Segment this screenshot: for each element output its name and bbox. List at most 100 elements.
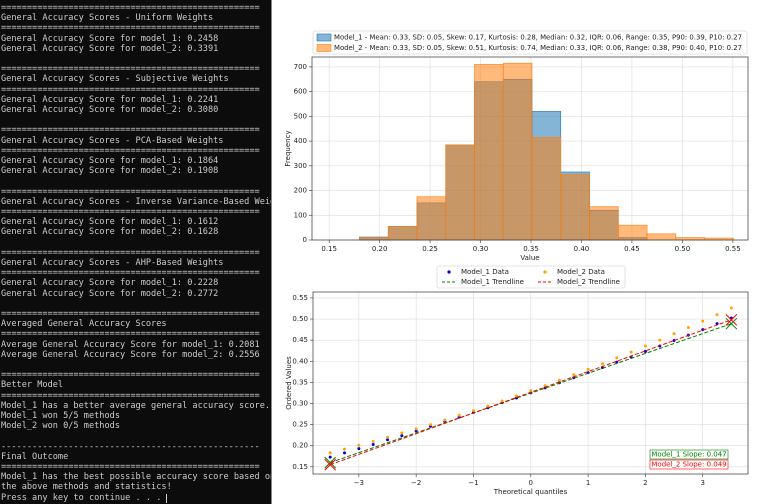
y-axis-label: Ordered Values (285, 356, 293, 410)
terminal-line: ========================================… (1, 329, 260, 340)
y-tick-label: 0.20 (292, 442, 308, 450)
terminal-line: General Accuracy Score for model_1: 0.22… (1, 278, 219, 289)
x-tick-label: 0 (529, 479, 533, 487)
x-axis-label: Value (520, 254, 539, 262)
data-point (357, 447, 361, 451)
legend-label: Model_2 Data (557, 268, 605, 276)
data-point (328, 451, 332, 455)
x-axis-label: Theoretical quantiles (493, 488, 568, 496)
y-tick-label: 0.25 (292, 421, 308, 429)
data-point (386, 438, 390, 442)
cursor (166, 493, 168, 503)
terminal-line: General Accuracy Score for model_2: 0.19… (1, 166, 219, 177)
terminal-line: ========================================… (1, 23, 260, 34)
data-point (414, 429, 418, 433)
data-point (371, 439, 375, 443)
terminal-line: General Accuracy Scores - PCA-Based Weig… (1, 135, 224, 146)
terminal-line: General Accuracy Score for model_1: 0.24… (1, 33, 219, 44)
annotation-box (649, 459, 729, 470)
histogram-bar (387, 226, 418, 241)
terminal-line: ========================================… (1, 390, 260, 401)
histogram-bar (502, 62, 533, 241)
histogram-bar (675, 237, 705, 241)
data-point (357, 443, 361, 447)
legend-swatch (543, 270, 547, 274)
y-tick-label: 0.55 (292, 294, 308, 302)
y-tick-label: 0.40 (292, 357, 308, 365)
marker-stroke (725, 314, 738, 326)
data-point (643, 350, 647, 354)
x-tick-label: 0.20 (372, 245, 388, 253)
terminal-line: Better Model (1, 380, 64, 391)
data-point (701, 319, 705, 323)
legend-label: Model_1 - Mean: 0.33, SD: 0.05, Skew: 0.… (334, 34, 742, 42)
marker-stroke (324, 456, 337, 469)
legend-box (436, 265, 626, 289)
y-tick-label: 0.50 (292, 315, 308, 323)
terminal-line: General Accuracy Scores - Inverse Varian… (1, 196, 272, 207)
terminal-line: ========================================… (1, 462, 260, 472)
terminal-line: Press any key to continue . . . (1, 492, 162, 503)
terminal-line: ========================================… (1, 145, 260, 156)
data-point (400, 434, 404, 438)
terminal-line: ========================================… (1, 207, 260, 217)
x-tick-label: 1 (586, 479, 590, 487)
plot-frame (311, 56, 749, 241)
legend-box (312, 30, 748, 55)
annotation: Model_1 Slope: 0.047 (651, 451, 726, 459)
terminal: ========================================… (0, 0, 272, 504)
data-point (486, 404, 490, 408)
data-point (343, 451, 347, 455)
terminal-line: General Accuracy Score for model_2: 0.33… (1, 43, 219, 54)
data-point (428, 423, 432, 427)
histogram-bar (589, 206, 619, 241)
terminal-line: General Accuracy Score for model_1: 0.22… (1, 94, 219, 105)
y-tick-label: 0.45 (292, 336, 308, 344)
terminal-line: Model_1 won 5/5 methods (1, 411, 120, 421)
y-tick-label: 0.30 (292, 399, 308, 407)
marker-stroke (324, 458, 337, 471)
end-marker (725, 317, 738, 330)
legend-swatch (316, 33, 332, 42)
histogram-bar (416, 196, 447, 241)
data-point (572, 373, 576, 377)
x-tick-label: 0.45 (624, 245, 640, 253)
data-point (400, 431, 404, 435)
terminal-line: General Accuracy Score for model_1: 0.16… (1, 217, 219, 228)
data-point (514, 394, 518, 398)
data-point (343, 447, 347, 451)
y-tick-label: 700 (294, 63, 307, 71)
data-point (715, 322, 719, 326)
histogram-bar (474, 64, 504, 241)
data-point (529, 389, 533, 393)
histogram-bar (359, 237, 389, 241)
terminal-line: Model_1 has the best possible accuracy s… (1, 472, 272, 483)
legend-label: Model_2 Trendline (557, 278, 620, 286)
terminal-line: General Accuracy Score for model_2: 0.27… (1, 288, 219, 299)
data-point (686, 325, 690, 329)
x-tick-label: 0.30 (473, 245, 489, 253)
data-point (629, 350, 633, 354)
x-tick-label: 0.35 (523, 245, 539, 253)
terminal-line: General Accuracy Score for model_2: 0.16… (1, 227, 219, 238)
x-tick-label: 0.15 (321, 245, 337, 253)
y-tick-label: 300 (294, 162, 307, 170)
plot-frame (312, 291, 749, 475)
trendline (330, 323, 732, 464)
histogram-bar (618, 224, 648, 241)
terminal-line: the above methods and statistics! (1, 482, 172, 493)
y-tick-label: 500 (294, 112, 307, 120)
terminal-line: Average General Accuracy Score for model… (1, 339, 260, 350)
end-marker (725, 314, 738, 326)
y-tick-label: 0.15 (292, 463, 308, 471)
terminal-line: General Accuracy Score for model_1: 0.18… (1, 156, 219, 166)
data-point (586, 367, 590, 371)
terminal-line: ========================================… (1, 186, 260, 197)
terminal-line: Averaged General Accuracy Scores (1, 319, 167, 330)
histogram-bar (445, 144, 475, 241)
data-point (500, 399, 504, 403)
y-tick-label: 0.35 (292, 378, 308, 386)
data-point (643, 344, 647, 348)
